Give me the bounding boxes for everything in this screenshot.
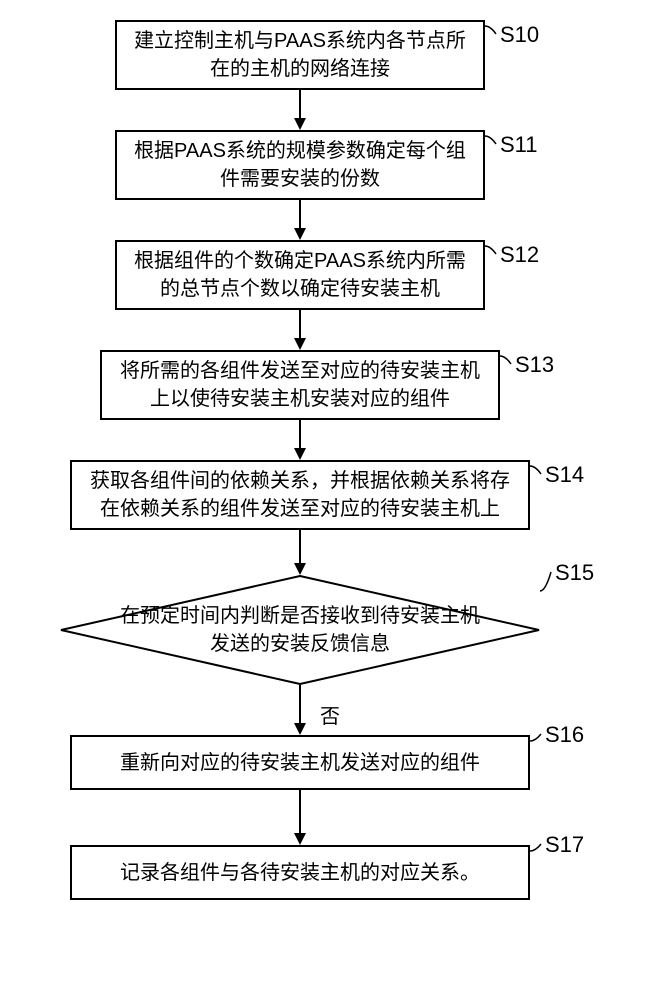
flow-step-s12: 根据组件的个数确定PAAS系统内所需的总节点个数以确定待安装主机 bbox=[115, 240, 485, 310]
callout-line bbox=[538, 570, 553, 593]
arrow-down bbox=[290, 790, 310, 845]
callout-line bbox=[528, 464, 543, 476]
flow-step-s16: 重新向对应的待安装主机发送对应的组件 bbox=[70, 735, 530, 790]
step-text: 将所需的各组件发送至对应的待安装主机上以使待安装主机安装对应的组件 bbox=[112, 357, 488, 413]
step-label-s13: S13 bbox=[515, 352, 554, 378]
step-label-s11: S11 bbox=[500, 132, 538, 158]
step-label-s10: S10 bbox=[500, 22, 539, 48]
callout-line bbox=[483, 134, 498, 146]
arrow-down bbox=[290, 90, 310, 130]
arrow-down bbox=[290, 530, 310, 575]
callout-line bbox=[528, 732, 543, 743]
arrow-down bbox=[290, 420, 310, 460]
step-label-s17: S17 bbox=[545, 832, 584, 858]
arrow-down bbox=[290, 200, 310, 240]
step-text: 获取各组件间的依赖关系，并根据依赖关系将存在依赖关系的组件发送至对应的待安装主机… bbox=[82, 467, 518, 523]
flow-step-s14: 获取各组件间的依赖关系，并根据依赖关系将存在依赖关系的组件发送至对应的待安装主机… bbox=[70, 460, 530, 530]
step-label-s15: S15 bbox=[555, 560, 594, 586]
step-label-s16: S16 bbox=[545, 722, 584, 748]
decision-text-span: 在预定时间内判断是否接收到待安装主机发送的安装反馈信息 bbox=[120, 602, 480, 658]
arrow-down bbox=[290, 310, 310, 350]
step-text: 重新向对应的待安装主机发送对应的组件 bbox=[120, 749, 480, 777]
step-text: 记录各组件与各待安装主机的对应关系。 bbox=[120, 859, 480, 887]
callout-line bbox=[483, 244, 498, 256]
flow-decision-s15: 在预定时间内判断是否接收到待安装主机发送的安装反馈信息 bbox=[60, 575, 540, 685]
step-text: 建立控制主机与PAAS系统内各节点所在的主机的网络连接 bbox=[127, 27, 473, 83]
step-label-s14: S14 bbox=[545, 462, 584, 488]
callout-line bbox=[528, 842, 543, 853]
callout-line bbox=[498, 354, 513, 366]
edge-label-S15-S16: 否 bbox=[320, 700, 340, 729]
arrow-down bbox=[290, 685, 310, 735]
flow-step-s10: 建立控制主机与PAAS系统内各节点所在的主机的网络连接 bbox=[115, 20, 485, 90]
flow-step-s13: 将所需的各组件发送至对应的待安装主机上以使待安装主机安装对应的组件 bbox=[100, 350, 500, 420]
flow-step-s17: 记录各组件与各待安装主机的对应关系。 bbox=[70, 845, 530, 900]
step-text: 根据PAAS系统的规模参数确定每个组件需要安装的份数 bbox=[127, 137, 473, 193]
step-text: 根据组件的个数确定PAAS系统内所需的总节点个数以确定待安装主机 bbox=[127, 247, 473, 303]
decision-text: 在预定时间内判断是否接收到待安装主机发送的安装反馈信息 bbox=[60, 575, 540, 685]
flow-step-s11: 根据PAAS系统的规模参数确定每个组件需要安装的份数 bbox=[115, 130, 485, 200]
step-label-s12: S12 bbox=[500, 242, 539, 268]
callout-line bbox=[483, 24, 498, 36]
